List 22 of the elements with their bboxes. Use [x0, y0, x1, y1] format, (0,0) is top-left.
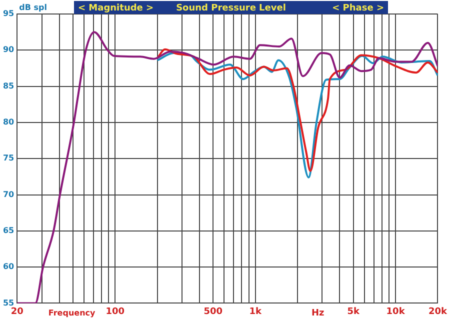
y-tick-label: 70: [2, 190, 15, 199]
chart-title: Sound Pressure Level: [176, 3, 286, 14]
x-axis-title: Frequency: [48, 308, 96, 318]
x-tick-label: 20: [10, 306, 24, 317]
y-tick-label: 80: [2, 118, 15, 127]
y-tick-label: 90: [2, 45, 15, 54]
y-tick-label: 55: [2, 298, 15, 308]
y-tick-label: 85: [2, 81, 15, 90]
text: < Magnitude >: [78, 3, 154, 14]
x-tick-label: 5k: [347, 306, 360, 317]
y-tick-label: 65: [2, 226, 15, 235]
x-tick-label: 100: [106, 306, 125, 317]
text: < Phase >: [332, 3, 384, 14]
y-tick-label: 60: [2, 262, 15, 272]
x-tick-label: 20k: [428, 306, 448, 317]
x-tick-label: 500: [204, 306, 223, 317]
y-axis-title: dB spl: [19, 3, 48, 12]
text: Hz: [311, 308, 324, 319]
y-tick-label: 75: [2, 154, 15, 163]
y-tick-label: 95: [2, 9, 15, 18]
x-tick-label: 10k: [386, 306, 406, 317]
x-tick-label: 1k: [249, 306, 262, 317]
